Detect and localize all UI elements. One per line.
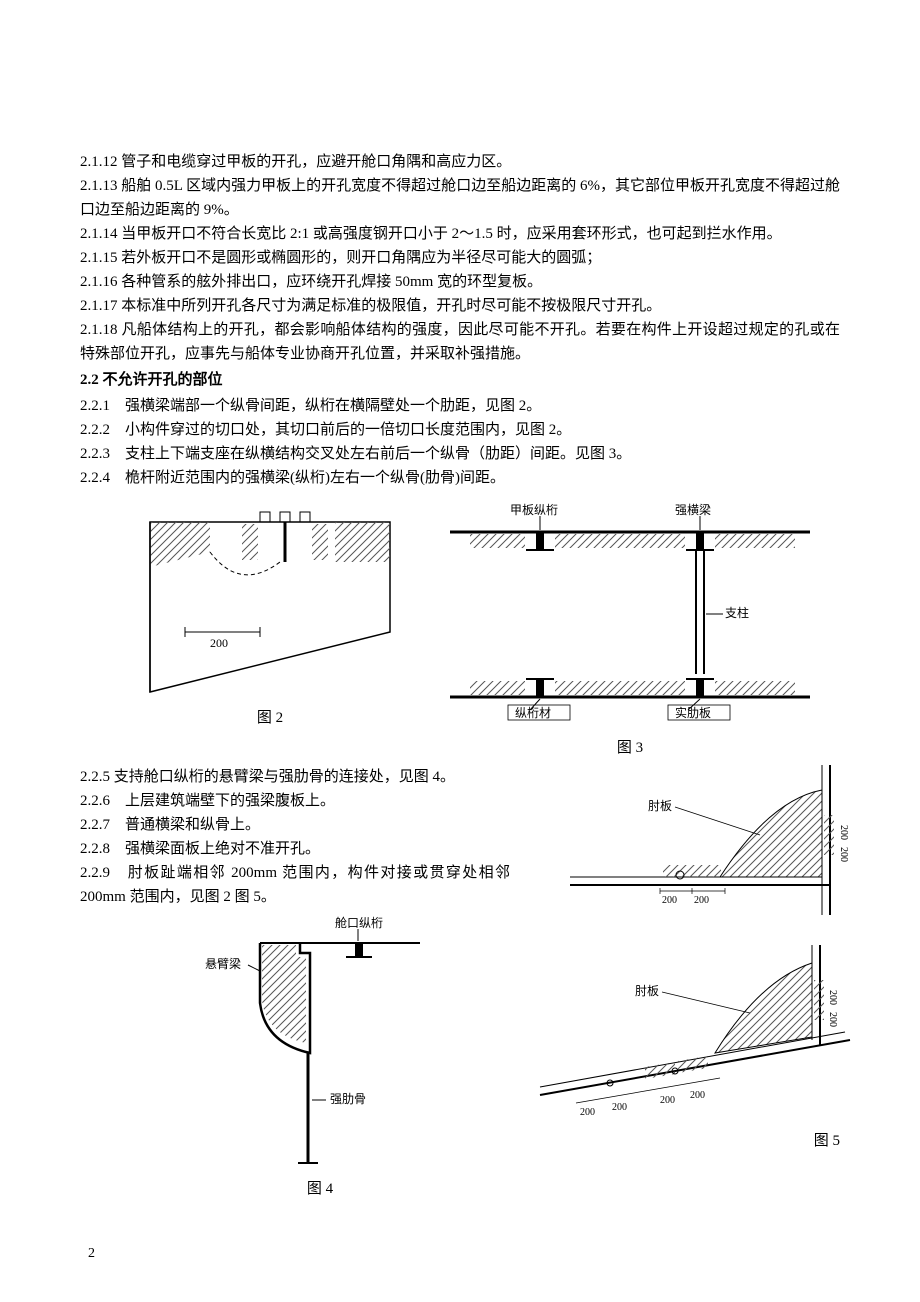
figure-2-caption: 图 2 [257, 706, 283, 727]
svg-text:200: 200 [838, 825, 849, 840]
svg-text:200: 200 [660, 1095, 675, 1106]
para-2-2-7: 2.2.7 普通横梁和纵骨上。 [80, 813, 510, 837]
svg-text:200: 200 [690, 1090, 705, 1101]
para-2-1-18: 2.1.18 凡船体结构上的开孔，都会影响船体结构的强度，因此尽可能不开孔。若要… [80, 318, 840, 366]
svg-text:实肋板: 实肋板 [675, 705, 711, 720]
svg-text:肘板: 肘板 [635, 983, 659, 998]
svg-text:200: 200 [210, 636, 228, 650]
para-2-1-14: 2.1.14 当甲板开口不符合长宽比 2:1 或高强度钢开口小于 2～1.5 时… [80, 222, 840, 246]
para-2-1-16: 2.1.16 各种管系的舷外排出口，应环绕开孔焊接 50mm 宽的环型复板。 [80, 270, 840, 294]
svg-text:200: 200 [827, 990, 838, 1005]
para-2-2-9: 2.2.9 肘板趾端相邻 200mm 范围内，构件对接或贯穿处相邻 200mm … [80, 861, 510, 909]
figure-2: 200 图 2 [140, 502, 400, 727]
svg-text:纵桁材: 纵桁材 [515, 706, 551, 720]
para-2-2-8: 2.2.8 强横梁面板上绝对不准开孔。 [80, 837, 510, 861]
svg-text:支柱: 支柱 [725, 605, 749, 620]
para-2-2-3: 2.2.3 支柱上下端支座在纵横结构交叉处左右前后一个纵骨（肋距）间距。见图 3… [80, 442, 840, 466]
svg-text:强横梁: 强横梁 [675, 502, 711, 517]
svg-text:200: 200 [612, 1102, 627, 1113]
svg-text:舱口纵桁: 舱口纵桁 [335, 916, 383, 930]
svg-text:甲板纵桁: 甲板纵桁 [510, 503, 558, 517]
para-2-2-4: 2.2.4 桅杆附近范围内的强横梁(纵桁)左右一个纵骨(肋骨)间距。 [80, 466, 840, 490]
para-2-1-12: 2.1.12 管子和电缆穿过甲板的开孔，应避开舱口角隅和高应力区。 [80, 150, 840, 174]
figure-5-caption: 图 5 [814, 1129, 870, 1150]
figure-3-caption: 图 3 [617, 736, 643, 757]
svg-text:强肋骨: 强肋骨 [330, 1091, 366, 1106]
svg-text:200: 200 [694, 895, 709, 906]
figure-4-caption: 图 4 [307, 1177, 333, 1198]
para-2-2-2: 2.2.2 小构件穿过的切口处，其切口前后的一倍切口长度范围内，见图 2。 [80, 418, 840, 442]
page-number: 2 [88, 1246, 95, 1262]
para-2-2-6: 2.2.6 上层建筑端壁下的强梁腹板上。 [80, 789, 510, 813]
svg-text:肘板: 肘板 [648, 798, 672, 813]
para-2-2-1: 2.2.1 强横梁端部一个纵骨间距，纵桁在横隔壁处一个肋距，见图 2。 [80, 394, 840, 418]
section-2-2-title: 2.2 不允许开孔的部位 [80, 368, 840, 392]
svg-text:悬臂梁: 悬臂梁 [205, 956, 241, 971]
svg-text:200: 200 [662, 895, 677, 906]
para-2-1-13: 2.1.13 船舶 0.5L 区域内强力甲板上的开孔宽度不得超过舱口边至船边距离… [80, 174, 840, 222]
figure-4: 舱口纵桁 悬臂梁 强肋骨 图 4 [130, 913, 510, 1198]
figure-5: 200 200 200 200 肘板 [530, 765, 870, 1150]
para-2-1-17: 2.1.17 本标准中所列开孔各尺寸为满足标准的极限值，开孔时尽可能不按极限尺寸… [80, 294, 840, 318]
svg-text:200: 200 [838, 847, 849, 862]
para-2-1-15: 2.1.15 若外板开口不是圆形或椭圆形的，则开口角隅应为半径尽可能大的圆弧； [80, 246, 840, 270]
svg-text:200: 200 [827, 1012, 838, 1027]
svg-text:200: 200 [580, 1107, 595, 1118]
figure-3: 甲板纵桁 强横梁 支柱 纵桁材 实肋板 图 3 [440, 502, 820, 757]
para-2-2-5: 2.2.5 支持舱口纵桁的悬臂梁与强肋骨的连接处，见图 4。 [80, 765, 510, 789]
